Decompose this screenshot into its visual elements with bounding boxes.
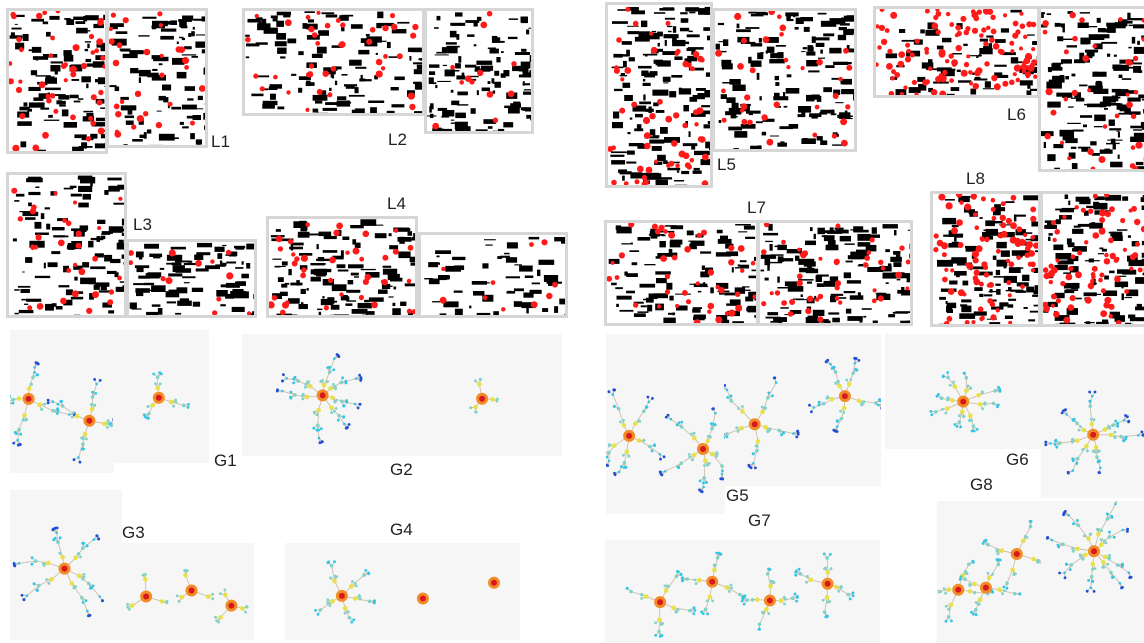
- graph-g2-a: [275, 353, 363, 445]
- label-g5: G5: [726, 486, 749, 505]
- image-panel-l2-b: [424, 8, 534, 134]
- binary-image-l4-a: [269, 219, 415, 315]
- binary-image-l7-b: [760, 223, 910, 323]
- image-panel-l8-b: [1040, 191, 1144, 327]
- graph-g5-b: [724, 356, 881, 470]
- binary-image-l2-b: [427, 11, 531, 131]
- label-g2: G2: [390, 460, 413, 479]
- image-panel-l5-b: [712, 8, 857, 152]
- graph-g6-b: [1044, 390, 1144, 475]
- label-g8: G8: [970, 475, 993, 494]
- graph-g8-a: [937, 520, 1041, 623]
- graph-g8-b: [1045, 501, 1133, 593]
- graph-panel-g8-b: [1041, 501, 1144, 642]
- graph-g7: [625, 551, 855, 638]
- image-panel-l6-a: [873, 6, 1040, 98]
- graph-panel-g2-a: [242, 334, 407, 456]
- graph-panel-g4-a: [285, 543, 401, 640]
- graph-panel-g3-a: [10, 490, 122, 640]
- label-l3: L3: [133, 215, 152, 234]
- binary-image-l8-b: [1043, 194, 1144, 324]
- graph-panel-g6-b: [1041, 334, 1144, 498]
- binary-image-l3-b: [129, 242, 254, 315]
- label-l7: L7: [747, 198, 766, 217]
- label-g4: G4: [390, 520, 413, 539]
- graph-panel-g6-a: [885, 334, 1042, 449]
- binary-image-l6-a: [876, 9, 1037, 95]
- image-panel-l5-a: [605, 2, 713, 188]
- binary-image-l4-b: [424, 236, 565, 315]
- image-panel-l4-b: [418, 232, 568, 318]
- image-panel-l1-b: [106, 8, 208, 148]
- graph-panel-g8-a: [937, 501, 1041, 642]
- label-g1: G1: [214, 451, 237, 470]
- image-panel-l1-a: [6, 8, 108, 154]
- binary-image-l7-a: [607, 223, 756, 323]
- graph-g3-a: [12, 526, 104, 618]
- graph-panel-g5-a: [606, 334, 725, 514]
- graph-panel-g7: [605, 540, 880, 642]
- binary-image-l5-a: [608, 6, 710, 185]
- image-panel-l3-b: [126, 239, 257, 318]
- graph-g4-a: [314, 560, 376, 624]
- binary-image-l1-a: [9, 11, 105, 151]
- binary-image-l2-a: [245, 11, 422, 113]
- label-l4: L4: [387, 194, 406, 213]
- binary-image-l3-a: [11, 175, 124, 315]
- image-panel-l7-b: [757, 220, 913, 326]
- graph-g5-a: [606, 388, 725, 494]
- graph-panel-g2-b: [406, 334, 562, 456]
- image-panel-l8-a: [930, 191, 1041, 327]
- image-panel-l3-a: [6, 172, 127, 318]
- graph-g1-a: [10, 361, 114, 464]
- image-panel-l2-a: [242, 8, 425, 116]
- label-l1: L1: [211, 132, 230, 151]
- label-g6: G6: [1006, 450, 1029, 469]
- graph-panel-g1-a: [10, 330, 114, 473]
- graph-g6-a: [929, 371, 1002, 433]
- label-g3: G3: [122, 523, 145, 542]
- image-panel-l6-b: [1038, 6, 1144, 172]
- graph-g4-b: [416, 576, 500, 605]
- label-l6: L6: [1007, 105, 1026, 124]
- graph-g3-b: [126, 568, 249, 624]
- binary-image-l6-b: [1041, 11, 1144, 169]
- binary-image-l5-b: [715, 11, 854, 149]
- graph-g2-b: [469, 377, 499, 414]
- graph-panel-g3-b: [121, 543, 254, 640]
- label-l8: L8: [966, 169, 985, 188]
- label-l5: L5: [717, 155, 736, 174]
- graph-panel-g1-b: [113, 330, 209, 463]
- graph-panel-g4-b: [400, 543, 520, 640]
- label-g7: G7: [748, 511, 771, 530]
- graph-panel-g5-b: [724, 334, 881, 486]
- binary-image-l8-a: [933, 194, 1038, 324]
- binary-image-l1-b: [109, 11, 205, 145]
- image-panel-l4-a: [266, 216, 418, 318]
- graph-g1-b: [142, 371, 190, 420]
- label-l2: L2: [388, 130, 407, 149]
- image-panel-l7-a: [604, 220, 759, 326]
